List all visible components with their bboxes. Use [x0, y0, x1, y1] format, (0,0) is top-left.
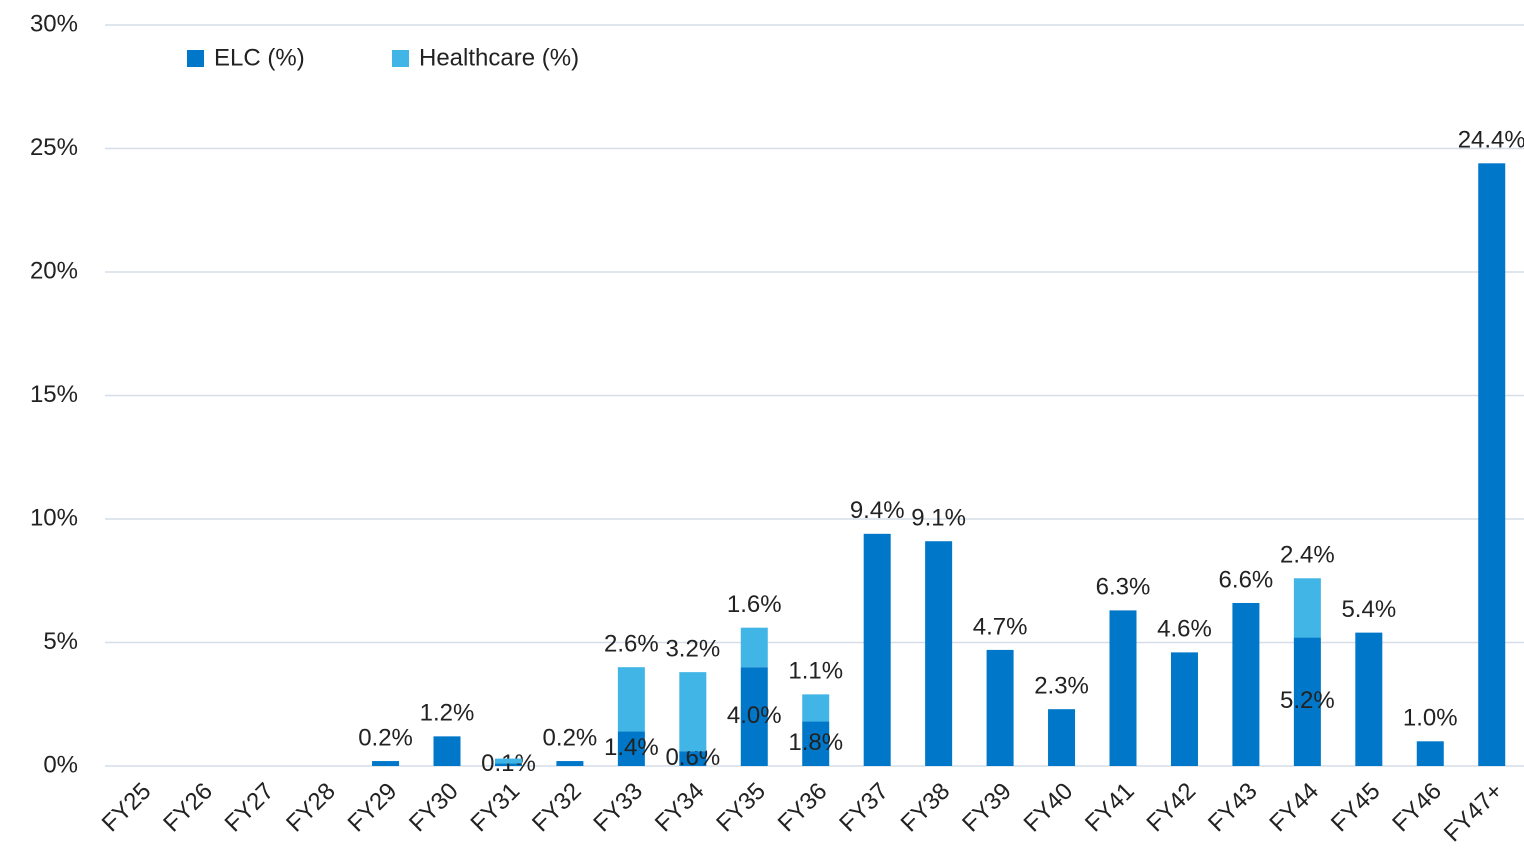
data-label: 6.3%	[1096, 574, 1151, 601]
x-tick-label: FY28	[281, 778, 341, 838]
x-tick-label: FY44	[1264, 778, 1324, 838]
x-tick-label: FY36	[773, 778, 833, 838]
x-tick-label: FY31	[466, 778, 526, 838]
bar-segment	[494, 758, 522, 764]
bar-segment	[1416, 741, 1444, 766]
x-tick-label: FY26	[158, 778, 218, 838]
x-tick-label: FY27	[220, 778, 280, 838]
data-label: 3.2%	[665, 635, 720, 662]
x-tick-label: FY35	[711, 778, 771, 838]
x-tick-label: FY34	[650, 778, 710, 838]
bar-segment	[372, 761, 400, 766]
data-label: 4.0%	[727, 702, 782, 729]
bar-segment	[802, 694, 830, 722]
bar-segment	[679, 672, 707, 752]
data-label: 1.1%	[788, 658, 843, 685]
x-tick-label: FY42	[1142, 778, 1202, 838]
x-tick-label: FY38	[896, 778, 956, 838]
x-tick-label: FY45	[1326, 778, 1386, 838]
data-label: 1.2%	[420, 700, 475, 727]
x-tick-label: FY39	[957, 778, 1017, 838]
data-label: 0.2%	[358, 724, 413, 751]
data-label: 4.6%	[1157, 616, 1212, 643]
bar-segment	[1048, 709, 1076, 766]
legend-label: Healthcare (%)	[419, 44, 579, 71]
y-tick-label: 5%	[43, 628, 78, 655]
data-label: 1.4%	[604, 734, 659, 761]
x-tick-label: FY29	[343, 778, 403, 838]
y-tick-label: 20%	[30, 257, 78, 284]
bar-segment	[617, 667, 645, 732]
x-tick-label: FY43	[1203, 778, 1263, 838]
data-label: 0.2%	[543, 724, 598, 751]
data-label: 2.4%	[1280, 542, 1335, 569]
bar-segment	[986, 649, 1014, 766]
bar-segment	[740, 627, 768, 668]
bar-segment	[1355, 632, 1383, 766]
x-tick-label: FY40	[1019, 778, 1079, 838]
x-tick-label: FY32	[527, 778, 587, 838]
bar-segment	[494, 763, 522, 766]
data-label: 4.7%	[973, 613, 1028, 640]
bar-segment	[1293, 578, 1321, 638]
x-tick-label: FY47+	[1439, 778, 1509, 848]
data-label: 9.1%	[911, 505, 966, 532]
bar-segment	[925, 541, 953, 766]
bar-segment	[1232, 602, 1260, 766]
data-label: 24.4%	[1458, 127, 1524, 154]
legend-swatch	[187, 50, 204, 67]
bar-segment	[1478, 163, 1506, 766]
x-tick-label: FY37	[834, 778, 894, 838]
data-label: 6.6%	[1219, 566, 1274, 593]
bar-segment	[679, 751, 707, 766]
bar-segment	[1170, 652, 1198, 766]
bar-segment	[863, 533, 891, 766]
data-label: 0.1%	[481, 750, 536, 777]
data-label: 2.3%	[1034, 673, 1089, 700]
legend-swatch	[392, 50, 409, 67]
data-label: 5.2%	[1280, 687, 1335, 714]
bar-segment	[617, 731, 645, 766]
y-tick-label: 25%	[30, 134, 78, 161]
y-tick-label: 0%	[43, 751, 78, 778]
x-tick-label: FY30	[404, 778, 464, 838]
data-label: 5.4%	[1341, 596, 1396, 623]
y-tick-label: 15%	[30, 381, 78, 408]
x-tick-label: FY33	[588, 778, 648, 838]
bar-segment	[740, 667, 768, 766]
y-tick-label: 30%	[30, 10, 78, 37]
data-label: 1.0%	[1403, 705, 1458, 732]
bar-segment	[1293, 637, 1321, 766]
data-label: 9.4%	[850, 497, 905, 524]
bar-segment	[433, 736, 461, 766]
legend-label: ELC (%)	[214, 44, 305, 71]
data-label: 2.6%	[604, 631, 659, 658]
x-tick-label: FY41	[1080, 778, 1140, 838]
data-label: 1.6%	[727, 591, 782, 618]
y-tick-label: 10%	[30, 504, 78, 531]
x-tick-label: FY25	[97, 778, 157, 838]
bar-segment	[1109, 610, 1137, 766]
data-label: 1.8%	[788, 729, 843, 756]
bar-segment	[556, 761, 584, 766]
bar-segment	[802, 721, 830, 766]
